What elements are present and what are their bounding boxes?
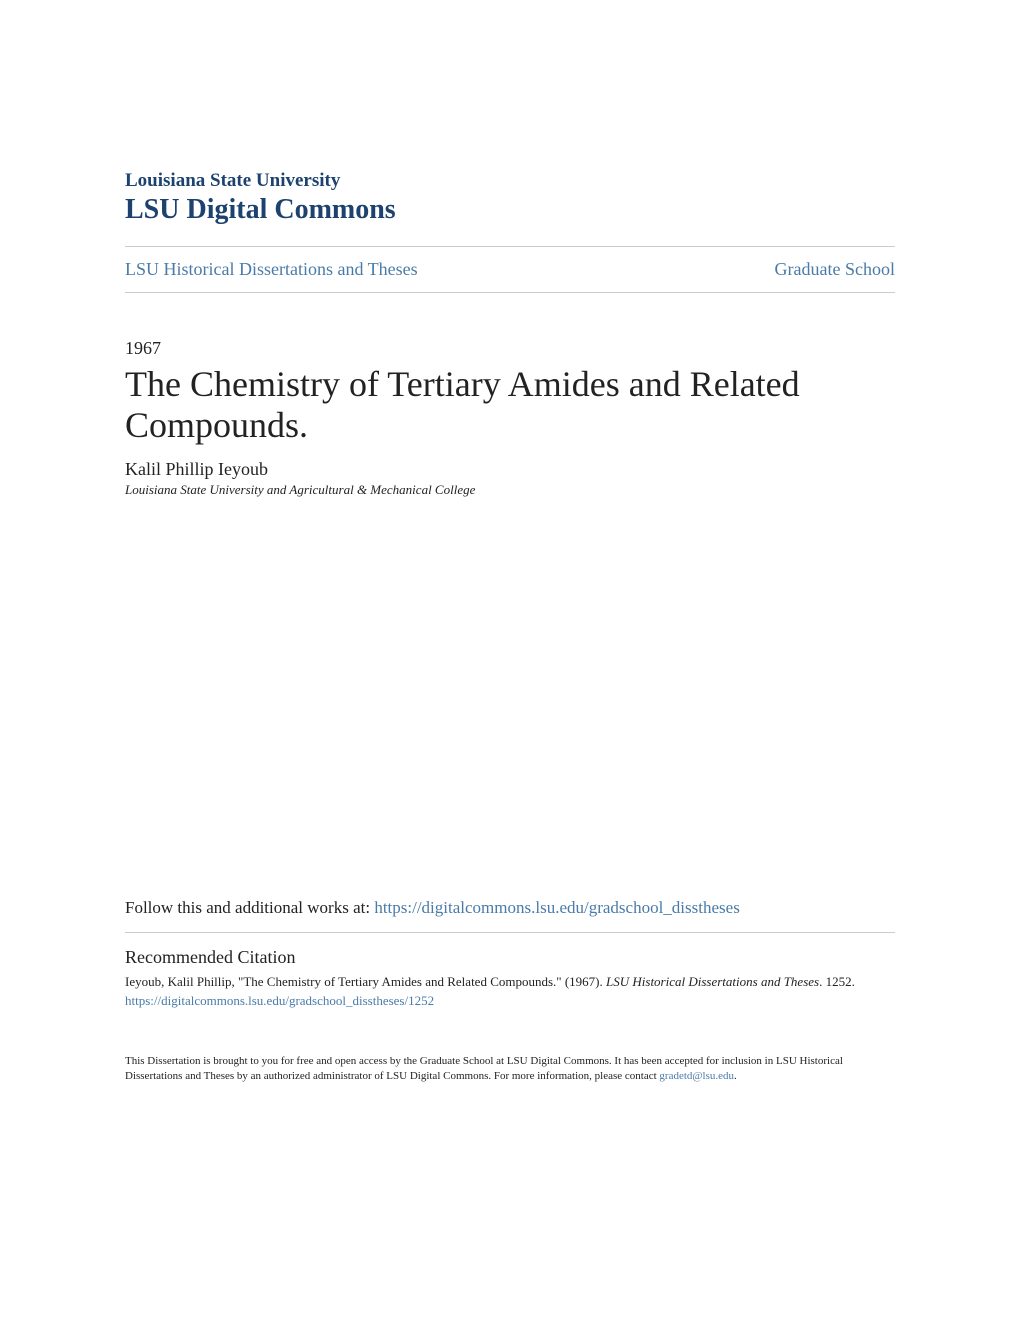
- footer-period: .: [734, 1070, 737, 1082]
- document-title: The Chemistry of Tertiary Amides and Rel…: [125, 364, 895, 447]
- nav-row: LSU Historical Dissertations and Theses …: [125, 247, 895, 292]
- footer-text: This Dissertation is brought to you for …: [125, 1054, 895, 1085]
- university-name[interactable]: Louisiana State University: [125, 170, 895, 192]
- citation-heading: Recommended Citation: [125, 947, 895, 968]
- follow-link[interactable]: https://digitalcommons.lsu.edu/gradschoo…: [374, 898, 739, 917]
- divider-bottom: [125, 292, 895, 293]
- footer-email-link[interactable]: gradetd@lsu.edu: [659, 1070, 734, 1082]
- school-link[interactable]: Graduate School: [775, 259, 895, 280]
- publication-year: 1967: [125, 338, 895, 359]
- citation-link[interactable]: https://digitalcommons.lsu.edu/gradschoo…: [125, 993, 895, 1009]
- author-name: Kalil Phillip Ieyoub: [125, 459, 895, 480]
- citation-part2: . 1252.: [819, 974, 855, 989]
- header-section: Louisiana State University LSU Digital C…: [125, 170, 895, 226]
- follow-prefix: Follow this and additional works at:: [125, 898, 374, 917]
- author-affiliation: Louisiana State University and Agricultu…: [125, 482, 895, 498]
- citation-part1: Ieyoub, Kalil Phillip, "The Chemistry of…: [125, 974, 606, 989]
- collection-link[interactable]: LSU Historical Dissertations and Theses: [125, 259, 418, 280]
- repository-name[interactable]: LSU Digital Commons: [125, 194, 895, 226]
- citation-series: LSU Historical Dissertations and Theses: [606, 974, 819, 989]
- follow-section: Follow this and additional works at: htt…: [125, 898, 895, 932]
- content-section: 1967 The Chemistry of Tertiary Amides an…: [125, 338, 895, 498]
- citation-text: Ieyoub, Kalil Phillip, "The Chemistry of…: [125, 973, 895, 991]
- citation-section: Recommended Citation Ieyoub, Kalil Phill…: [125, 933, 895, 1009]
